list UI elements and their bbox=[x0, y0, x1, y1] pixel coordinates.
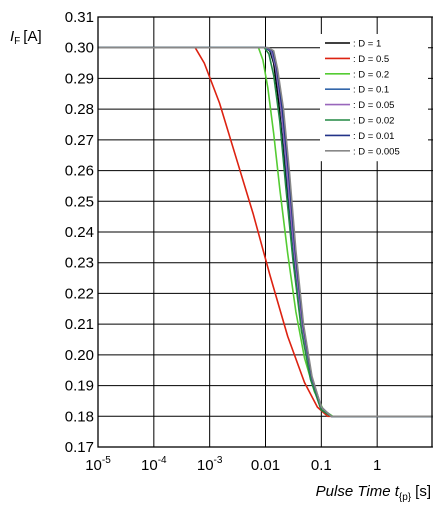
series-layer bbox=[98, 46, 433, 418]
legend-label-0: : D = 1 bbox=[353, 39, 381, 50]
legend-label-7: : D = 0.005 bbox=[353, 146, 400, 157]
y-tick-label-7: 0.24 bbox=[65, 224, 94, 241]
legend-label-2: : D = 0.2 bbox=[353, 69, 389, 80]
y-tick-label-13: 0.30 bbox=[65, 40, 94, 57]
x-tick-label-1: 10-4 bbox=[141, 455, 167, 474]
plot-frame bbox=[97, 16, 433, 448]
y-tick-label-10: 0.27 bbox=[65, 132, 94, 149]
legend-label-5: : D = 0.02 bbox=[353, 116, 394, 127]
y-tick-label-6: 0.23 bbox=[65, 255, 94, 272]
y-tick-label-11: 0.28 bbox=[65, 101, 94, 118]
legend: : D = 1 : D = 0.5 : D = 0.2 : D = 0.1 : D = … bbox=[320, 34, 428, 162]
y-axis-title-unit: [A] bbox=[23, 28, 41, 45]
x-tick-label-2: 10-3 bbox=[197, 455, 223, 474]
y-axis-title-sub: F bbox=[14, 36, 20, 47]
y-tick-label-2: 0.19 bbox=[65, 378, 94, 395]
series-line-1 bbox=[98, 46, 433, 418]
x-axis-title-main: Pulse Time t bbox=[316, 483, 400, 500]
legend-label-3: : D = 0.1 bbox=[353, 85, 389, 96]
y-tick-label-3: 0.20 bbox=[65, 347, 94, 364]
y-axis-title-main: I bbox=[10, 28, 14, 45]
y-axis-title: IF [A] bbox=[10, 28, 42, 47]
x-axis-title-unit: [s] bbox=[415, 483, 431, 500]
legend-label-6: : D = 0.01 bbox=[353, 131, 394, 142]
y-tick-label-4: 0.21 bbox=[65, 316, 94, 333]
y-tick-label-14: 0.31 bbox=[65, 9, 94, 26]
legend-box bbox=[320, 34, 428, 162]
y-tick-labels: 0.17 0.18 0.19 0.20 0.21 0.22 0.23 0.24 0.25 0.26… bbox=[65, 9, 94, 456]
x-tick-label-5: 1 bbox=[373, 457, 381, 474]
legend-label-1: : D = 0.5 bbox=[353, 54, 389, 65]
legend-label-4: : D = 0.05 bbox=[353, 100, 394, 111]
x-axis-title-sub: {p} bbox=[399, 492, 412, 503]
x-axis-title: Pulse Time t{p} [s] bbox=[316, 483, 431, 503]
y-tick-label-5: 0.22 bbox=[65, 285, 94, 302]
x-tick-label-4: 0.1 bbox=[311, 457, 332, 474]
x-tick-label-0: 10-5 bbox=[85, 455, 111, 474]
series-line-7 bbox=[98, 46, 433, 418]
y-tick-label-1: 0.18 bbox=[65, 408, 94, 425]
x-tick-label-3: 0.01 bbox=[251, 457, 280, 474]
series-line-5 bbox=[98, 46, 433, 418]
y-tick-label-8: 0.25 bbox=[65, 193, 94, 210]
y-tick-label-9: 0.26 bbox=[65, 163, 94, 180]
y-tick-label-0: 0.17 bbox=[65, 439, 94, 456]
x-tick-labels: 10-5 10-4 10-3 0.01 0.1 1 bbox=[85, 455, 381, 474]
y-tick-label-12: 0.29 bbox=[65, 70, 94, 87]
